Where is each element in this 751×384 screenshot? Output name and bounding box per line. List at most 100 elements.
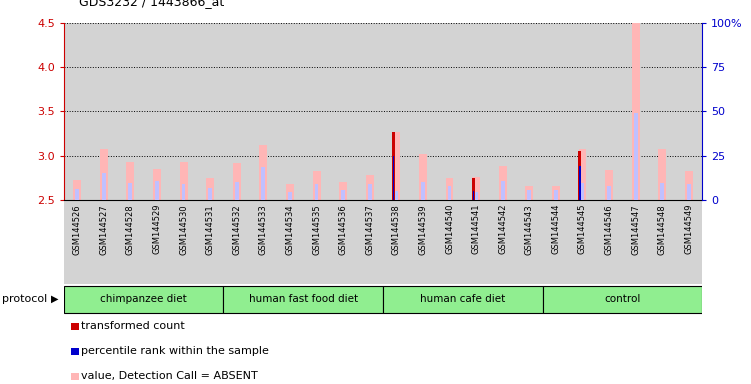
Bar — [143, 23, 170, 200]
Text: human fast food diet: human fast food diet — [249, 294, 357, 304]
Bar — [276, 23, 303, 200]
Bar — [250, 200, 276, 284]
Bar — [64, 23, 90, 200]
Bar — [569, 23, 596, 200]
Bar — [490, 200, 516, 284]
Bar — [472, 179, 475, 200]
Text: GSM144527: GSM144527 — [99, 204, 108, 255]
Bar — [579, 166, 581, 200]
Text: chimpanzee diet: chimpanzee diet — [100, 294, 187, 304]
Bar — [623, 200, 649, 284]
Bar — [552, 185, 560, 200]
Bar — [276, 200, 303, 284]
Text: GSM144534: GSM144534 — [285, 204, 294, 255]
Bar — [153, 169, 161, 200]
Text: ▶: ▶ — [51, 294, 59, 304]
Bar — [330, 200, 357, 284]
Bar — [261, 167, 265, 200]
Bar — [596, 23, 623, 200]
Bar — [409, 23, 436, 200]
Bar — [73, 180, 81, 200]
Bar — [501, 181, 505, 200]
Bar — [341, 190, 345, 200]
Bar — [463, 23, 490, 200]
Bar — [448, 187, 451, 200]
Bar — [472, 191, 474, 200]
Bar — [659, 149, 666, 200]
Bar — [250, 23, 276, 200]
Text: GSM144540: GSM144540 — [445, 204, 454, 255]
Text: GSM144537: GSM144537 — [365, 204, 374, 255]
Bar — [357, 200, 383, 284]
Bar — [117, 200, 143, 284]
Bar — [75, 189, 79, 200]
Text: transformed count: transformed count — [81, 321, 185, 331]
Text: human cafe diet: human cafe diet — [420, 294, 505, 304]
Bar — [224, 286, 383, 313]
Bar — [235, 182, 239, 200]
Bar — [100, 149, 107, 200]
Bar — [472, 177, 480, 200]
Text: GSM144545: GSM144545 — [578, 204, 587, 255]
Bar — [436, 200, 463, 284]
Text: GSM144538: GSM144538 — [392, 204, 401, 255]
Bar — [676, 200, 702, 284]
Text: GSM144548: GSM144548 — [658, 204, 667, 255]
Text: GSM144526: GSM144526 — [73, 204, 82, 255]
Text: GSM144533: GSM144533 — [259, 204, 268, 255]
Text: GSM144528: GSM144528 — [126, 204, 135, 255]
Bar — [339, 182, 347, 200]
Bar — [383, 286, 542, 313]
Bar — [170, 23, 197, 200]
Bar — [623, 23, 649, 200]
Bar — [463, 200, 490, 284]
Bar — [409, 200, 436, 284]
Bar — [90, 23, 117, 200]
Bar — [288, 192, 292, 200]
Text: GSM144542: GSM144542 — [498, 204, 507, 255]
Bar — [608, 187, 611, 200]
Bar — [383, 23, 409, 200]
Text: GSM144529: GSM144529 — [152, 204, 161, 255]
Bar — [436, 23, 463, 200]
Bar — [128, 183, 132, 200]
Bar — [64, 200, 90, 284]
Bar — [392, 132, 395, 200]
Bar — [527, 190, 531, 200]
Bar — [143, 200, 170, 284]
Bar — [155, 181, 158, 200]
Bar — [685, 171, 693, 200]
Text: protocol: protocol — [2, 294, 47, 304]
Bar — [368, 184, 372, 200]
Bar — [197, 23, 224, 200]
Bar — [474, 192, 478, 200]
Bar — [102, 173, 106, 200]
Bar — [649, 23, 676, 200]
Bar — [421, 182, 425, 200]
Bar — [687, 184, 691, 200]
Bar — [392, 132, 400, 200]
Bar — [197, 200, 224, 284]
Bar — [357, 23, 383, 200]
Text: GSM144539: GSM144539 — [418, 204, 427, 255]
Text: GSM144536: GSM144536 — [339, 204, 348, 255]
Bar — [393, 156, 394, 200]
Bar — [676, 23, 702, 200]
Bar — [581, 183, 584, 200]
Bar — [383, 200, 409, 284]
Bar — [90, 200, 117, 284]
Text: GSM144531: GSM144531 — [206, 204, 215, 255]
Bar — [516, 23, 543, 200]
Bar — [634, 113, 638, 200]
Bar — [419, 154, 427, 200]
Text: GSM144546: GSM144546 — [605, 204, 614, 255]
Text: GSM144530: GSM144530 — [179, 204, 188, 255]
Bar — [117, 23, 143, 200]
Text: GDS3232 / 1443866_at: GDS3232 / 1443866_at — [79, 0, 224, 8]
Bar — [366, 175, 374, 200]
Bar — [490, 23, 516, 200]
Text: GSM144544: GSM144544 — [551, 204, 560, 255]
Bar — [179, 162, 188, 200]
Bar — [569, 200, 596, 284]
Bar — [233, 162, 241, 200]
